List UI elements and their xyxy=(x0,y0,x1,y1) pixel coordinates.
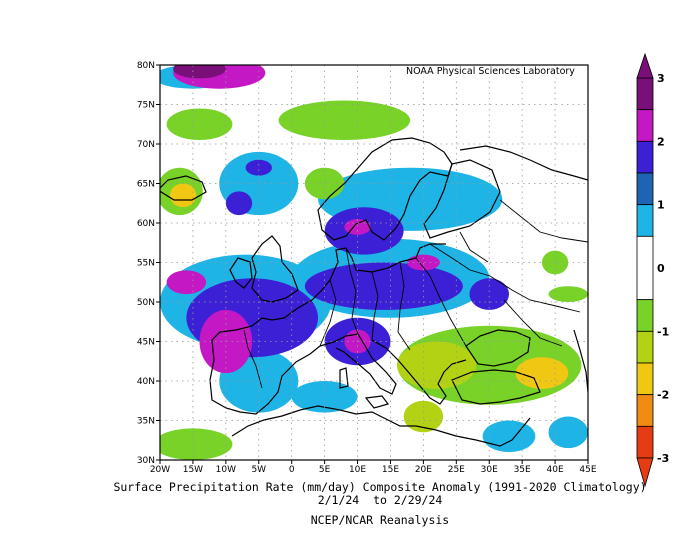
lon-tick-label: 20E xyxy=(415,465,432,475)
lon-tick-label: 40E xyxy=(547,465,564,475)
caspian-coast xyxy=(573,329,588,393)
caption-source: NCEP/NCAR Reanalysis xyxy=(310,513,450,527)
lat-tick-label: 70N xyxy=(137,140,155,150)
colorbar-segment xyxy=(636,77,654,111)
sicily-coast xyxy=(364,395,390,409)
lat-tick-label: 55N xyxy=(137,259,155,269)
italy-coast xyxy=(319,333,397,395)
colorbar-tick-label: 3 xyxy=(657,72,665,85)
lat-tick-label: 35N xyxy=(137,417,155,427)
lat-tick-label: 65N xyxy=(137,180,155,190)
anomaly-region-green xyxy=(548,286,588,302)
country-borders xyxy=(243,199,588,389)
black-sea-coast xyxy=(465,329,531,367)
anomaly-region-blue xyxy=(225,191,253,216)
caption-title: Surface Precipitation Rate (mm/day) Comp… xyxy=(113,480,647,494)
lat-tick-label: 80N xyxy=(137,61,155,71)
anomaly-region-magenta xyxy=(166,270,207,295)
europe-west-coast xyxy=(297,243,446,309)
colorbar-tick-label: 1 xyxy=(657,199,665,212)
anomaly-region-green xyxy=(541,250,569,275)
anomaly-region-purple xyxy=(173,65,226,79)
scandinavia-coast xyxy=(317,137,453,241)
lon-tick-label: 15E xyxy=(382,465,399,475)
colorbar-tick-label: 0 xyxy=(657,262,665,275)
ireland-coast xyxy=(229,257,253,289)
anomaly-region-green xyxy=(160,428,233,460)
anomaly-region-yellow xyxy=(515,357,569,389)
anomaly-region-blue xyxy=(469,278,509,310)
colorbar-tick-label: -3 xyxy=(657,452,669,465)
lat-tick-label: 75N xyxy=(137,101,155,111)
anomaly-region-green xyxy=(166,108,233,141)
anomaly-region-lime xyxy=(403,400,444,433)
colorbar-labels: 3 2 1 0 -1 -2 -3 xyxy=(657,72,669,465)
colorbar-segment xyxy=(636,172,654,206)
north-africa-coast xyxy=(231,405,531,447)
anomaly-region-lime xyxy=(397,341,477,389)
colorbar xyxy=(636,52,654,488)
anomaly-region-cyan xyxy=(548,416,588,449)
lat-tick-label: 50N xyxy=(137,298,155,308)
lon-tick-label: 5E xyxy=(319,465,331,475)
colorbar-segment xyxy=(636,394,654,427)
balkans-coast xyxy=(371,339,467,405)
colorbar-segment xyxy=(636,235,654,301)
colorbar-segment xyxy=(636,204,654,237)
colorbar-tick-label: -2 xyxy=(657,389,669,402)
lon-tick-label: 45E xyxy=(579,465,596,475)
kola-coast xyxy=(459,145,588,181)
iberia-coast xyxy=(209,307,321,415)
sardinia-coast xyxy=(339,367,349,389)
lon-tick-label: 10E xyxy=(349,465,366,475)
lon-tick-label: 10W xyxy=(216,465,236,475)
colorbar-segment xyxy=(636,362,654,396)
coastlines-borders xyxy=(160,137,588,447)
anomaly-region-cyan xyxy=(291,381,358,413)
colorbar-segment xyxy=(636,299,654,332)
iceland-coast xyxy=(160,175,207,201)
lon-tick-label: 20W xyxy=(150,465,170,475)
latitude-axis: 80N 75N 70N 65N 60N 55N 50N 45N 40N 35N 30N xyxy=(137,61,160,466)
longitude-axis: 20W 15W 10W 5W 0 5E 10E 15E 20E 25E 30E 35E 40E 45E xyxy=(150,460,597,475)
colorbar-tick-label: -1 xyxy=(657,325,669,338)
anomaly-region-yellow xyxy=(169,183,197,208)
lon-tick-label: 15W xyxy=(183,465,203,475)
anomaly-region-green xyxy=(304,167,345,200)
lat-tick-label: 60N xyxy=(137,219,155,229)
lat-tick-label: 40N xyxy=(137,377,155,387)
lon-tick-label: 0 xyxy=(289,465,295,475)
colorbar-max-arrow xyxy=(636,52,654,79)
anomaly-region-blue xyxy=(245,159,272,176)
lat-tick-label: 30N xyxy=(137,456,155,466)
lon-tick-label: 35E xyxy=(514,465,531,475)
lat-tick-label: 45N xyxy=(137,338,155,348)
colorbar-segment xyxy=(636,140,654,174)
colorbar-segment xyxy=(636,109,654,142)
colorbar-segment xyxy=(636,330,654,364)
anomaly-region-cyan xyxy=(482,420,536,453)
caption-dates: 2/1/24 to 2/29/24 xyxy=(317,493,443,507)
credit-label: NOAA Physical Sciences Laboratory xyxy=(404,66,577,77)
great-britain-coast xyxy=(251,235,299,303)
finland-coast xyxy=(423,159,501,239)
colorbar-tick-label: 2 xyxy=(657,135,665,148)
lon-tick-label: 30E xyxy=(481,465,498,475)
lon-tick-label: 25E xyxy=(448,465,465,475)
lon-tick-label: 5W xyxy=(251,465,266,475)
colorbar-segment xyxy=(636,425,654,459)
turkey-coast xyxy=(451,369,541,405)
anomaly-region-green xyxy=(278,100,411,141)
colorbar-min-arrow xyxy=(636,457,654,488)
